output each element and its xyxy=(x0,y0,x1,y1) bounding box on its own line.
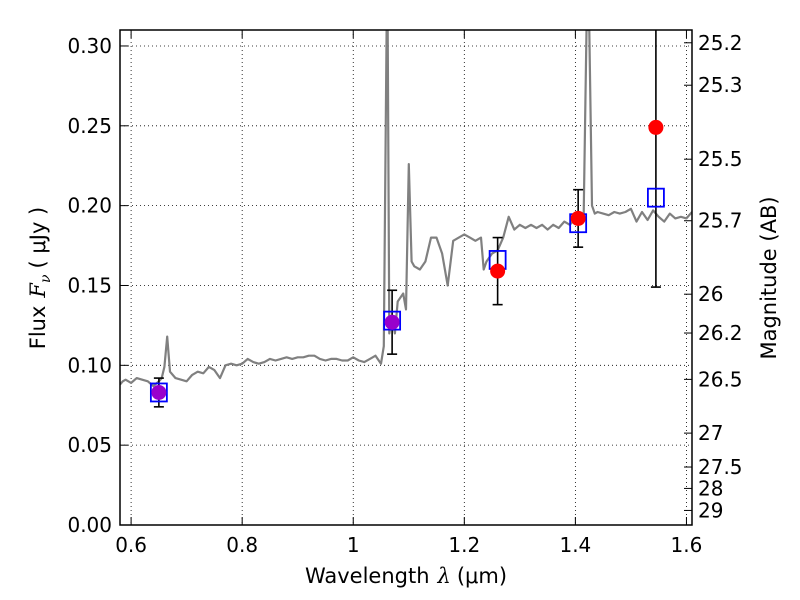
observed-point xyxy=(490,263,506,279)
y-ticks: 0.00 0.05 0.10 0.15 0.20 0.25 0.30 xyxy=(67,34,128,537)
x-tick-label: 0.8 xyxy=(226,533,258,557)
model-band-point xyxy=(149,382,168,403)
x-tick-label: 1.6 xyxy=(671,533,703,557)
y-tick-label: 0.05 xyxy=(67,433,112,457)
magnitude-tick-label: 26.2 xyxy=(698,321,743,345)
y-tick-label: 0.30 xyxy=(67,34,112,58)
x-tick-label: 1.2 xyxy=(448,533,480,557)
y-tick-label: 0.15 xyxy=(67,273,112,297)
magnitude-tick-label: 25.3 xyxy=(698,73,743,97)
x-axis-title: Wavelength λ (μm) xyxy=(305,564,507,588)
observed-point xyxy=(151,384,167,400)
observed-point xyxy=(384,314,400,330)
magnitude-tick-label: 25.7 xyxy=(698,209,743,233)
x-tick-label: 1.4 xyxy=(559,533,591,557)
plot-frame xyxy=(119,29,693,526)
y-tick-label: 0.25 xyxy=(67,114,112,138)
y-tick-label: 0.20 xyxy=(67,194,112,218)
spectrum-line xyxy=(120,30,692,388)
observed-point xyxy=(570,210,586,226)
observed-point xyxy=(648,119,664,135)
y-tick-label: 0.10 xyxy=(67,353,112,377)
observed-markers xyxy=(151,119,664,400)
magnitude-tick-label: 27 xyxy=(698,421,723,445)
grid xyxy=(120,30,692,525)
magnitude-axis-title: Magnitude (AB) xyxy=(757,196,781,359)
x-ticks: 0.6 0.8 1 1.2 1.4 1.6 xyxy=(115,30,702,557)
model-band-point xyxy=(647,187,665,208)
x-tick-label: 1 xyxy=(347,533,360,557)
y-axis-title: FluxFν( μJy ) xyxy=(26,207,54,349)
magnitude-tick-label: 26.5 xyxy=(698,367,743,391)
magnitude-tick-label: 25.2 xyxy=(698,31,743,55)
magnitude-tick-label: 27.5 xyxy=(698,455,743,479)
x-tick-label: 0.6 xyxy=(115,533,147,557)
magnitude-tick-label: 28 xyxy=(698,476,723,500)
magnitude-tick-label: 25.5 xyxy=(698,147,743,171)
magnitude-tick-label: 29 xyxy=(698,498,723,522)
model-spectrum xyxy=(120,30,692,388)
magnitude-tick-label: 26 xyxy=(698,282,723,306)
y-tick-label: 0.00 xyxy=(67,513,112,537)
